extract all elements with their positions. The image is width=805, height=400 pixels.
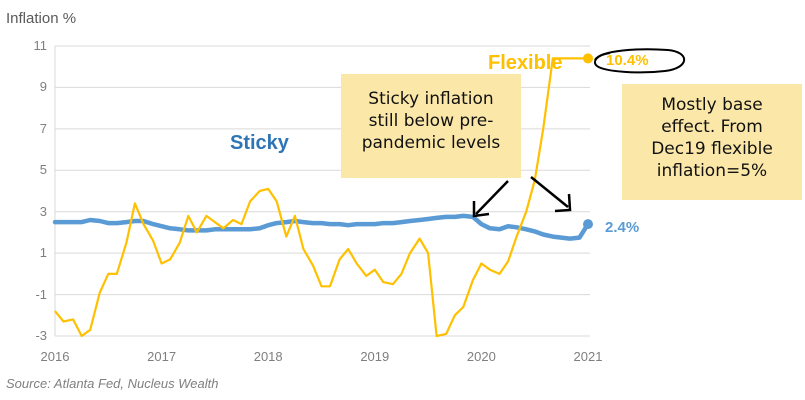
sticky-annotation-note: Sticky inflation still below pre- pandem… <box>341 74 521 178</box>
y-tick-label: 9 <box>39 79 47 95</box>
x-tick-label: 2016 <box>40 349 70 364</box>
flexible-series-line <box>54 57 588 338</box>
note-line: Dec19 flexible <box>651 139 773 159</box>
sticky-series-label: Sticky <box>230 132 289 154</box>
flexible-end-label: 10.4% <box>606 52 649 69</box>
y-tick-label: 5 <box>39 162 47 178</box>
note-line: Mostly base <box>661 95 763 115</box>
note-line: effect. From <box>661 117 763 137</box>
y-tick-label: 11 <box>33 38 48 53</box>
source-note: Source: Atlanta Fed, Nucleus Wealth <box>6 376 219 391</box>
x-tick-label: 2018 <box>253 349 283 364</box>
note-line: still below pre- <box>368 111 494 131</box>
x-tick-label: 2020 <box>466 349 496 364</box>
y-axis-title: Inflation % <box>6 10 77 27</box>
x-tick-label: 2017 <box>147 349 177 364</box>
arrow-to-flexible <box>530 176 572 213</box>
flexible-end-point <box>583 53 593 64</box>
grid-lines <box>55 45 590 337</box>
flexible-annotation-note: Mostly base effect. From Dec19 flexible … <box>622 84 802 200</box>
sticky-end-label: 2.4% <box>605 219 640 236</box>
y-tick-label: -1 <box>35 286 47 302</box>
x-tick-label: 2019 <box>360 349 390 364</box>
note-line: pandemic levels <box>361 133 501 153</box>
x-tick-label: 2021 <box>573 349 603 364</box>
arrow-to-sticky <box>472 180 509 218</box>
y-tick-label: 1 <box>39 245 47 261</box>
sticky-end-point <box>583 219 593 230</box>
y-tick-label: 7 <box>39 120 47 136</box>
flexible-label-circle <box>593 48 686 74</box>
flexible-series-label: Flexible <box>488 52 563 74</box>
sticky-series-line <box>52 213 591 241</box>
y-tick-label: -3 <box>35 328 47 343</box>
y-tick-label: 3 <box>39 203 47 219</box>
note-line: Sticky inflation <box>368 89 494 109</box>
note-line: inflation=5% <box>656 161 768 181</box>
